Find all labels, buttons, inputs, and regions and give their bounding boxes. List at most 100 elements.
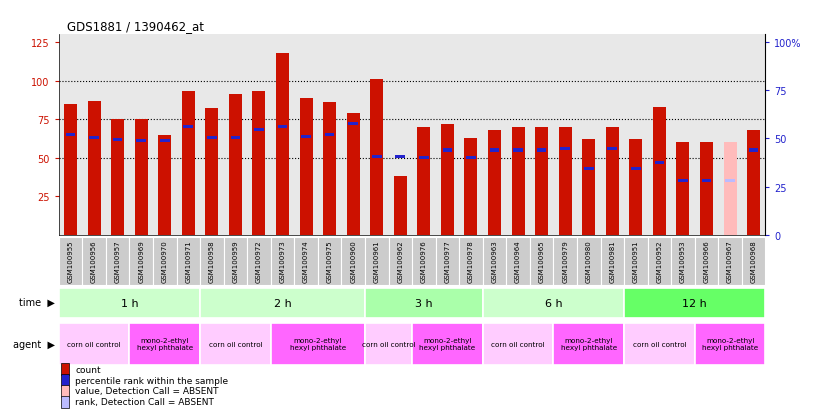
Text: GSM100973: GSM100973 (280, 240, 286, 282)
Bar (82, 237, 106, 285)
Bar (442, 149, 452, 152)
Text: mono-2-ethyl
hexyl phthalate: mono-2-ethyl hexyl phthalate (136, 337, 193, 350)
Bar (718, 237, 742, 285)
Bar (466, 157, 476, 160)
Bar (624, 323, 694, 365)
Text: rank, Detection Call = ABSENT: rank, Detection Call = ABSENT (75, 397, 214, 406)
Text: GSM100958: GSM100958 (209, 240, 215, 282)
Bar (749, 149, 759, 152)
Bar (341, 237, 365, 285)
Text: GSM100951: GSM100951 (633, 240, 639, 282)
Bar (87, 101, 100, 235)
Text: 3 h: 3 h (415, 298, 432, 308)
Text: GSM100962: GSM100962 (397, 240, 403, 282)
Bar (702, 180, 712, 183)
Bar (417, 128, 430, 235)
Bar (513, 149, 523, 152)
Text: GSM100963: GSM100963 (491, 240, 498, 282)
Bar (206, 109, 219, 235)
Text: GSM100977: GSM100977 (445, 240, 450, 282)
Bar (61, 385, 69, 397)
Bar (648, 237, 672, 285)
Bar (694, 237, 718, 285)
Bar (106, 237, 130, 285)
Bar (483, 237, 506, 285)
Bar (318, 237, 341, 285)
Text: GSM100971: GSM100971 (185, 240, 191, 282)
Bar (347, 114, 360, 235)
Bar (158, 135, 171, 235)
Bar (694, 323, 765, 365)
Bar (200, 237, 224, 285)
Bar (65, 134, 75, 137)
Text: GSM100959: GSM100959 (233, 240, 238, 282)
Bar (561, 147, 570, 151)
Bar (160, 140, 170, 143)
Bar (325, 134, 335, 137)
Bar (530, 237, 553, 285)
Bar (61, 396, 69, 408)
Text: GSM100979: GSM100979 (562, 240, 568, 282)
Bar (200, 323, 271, 365)
Bar (742, 237, 765, 285)
Bar (59, 289, 200, 318)
Text: corn oil control: corn oil control (67, 341, 121, 347)
Bar (252, 92, 265, 235)
Text: GSM100969: GSM100969 (138, 240, 144, 282)
Bar (725, 180, 735, 183)
Text: time  ▶: time ▶ (19, 297, 55, 307)
Bar (372, 155, 382, 158)
Bar (678, 180, 688, 183)
Bar (61, 363, 69, 375)
Bar (200, 289, 365, 318)
Bar (301, 135, 311, 138)
Bar (176, 237, 200, 285)
Text: GSM100974: GSM100974 (303, 240, 309, 282)
Bar (553, 323, 624, 365)
Bar (231, 137, 240, 140)
Bar (672, 237, 694, 285)
Text: GSM100975: GSM100975 (326, 240, 333, 282)
Bar (483, 323, 553, 365)
Bar (724, 143, 737, 235)
Text: corn oil control: corn oil control (209, 341, 262, 347)
Bar (130, 323, 200, 365)
Text: GSM100964: GSM100964 (515, 240, 521, 282)
Bar (271, 323, 365, 365)
Bar (412, 323, 483, 365)
Bar (535, 128, 548, 235)
Bar (653, 107, 666, 235)
Bar (136, 140, 146, 143)
Bar (153, 237, 176, 285)
Bar (559, 128, 572, 235)
Text: agent  ▶: agent ▶ (13, 339, 55, 349)
Text: GSM100968: GSM100968 (751, 240, 756, 282)
Text: GSM100966: GSM100966 (703, 240, 710, 282)
Bar (388, 237, 412, 285)
Text: GSM100981: GSM100981 (610, 240, 615, 282)
Text: mono-2-ethyl
hexyl phthalate: mono-2-ethyl hexyl phthalate (561, 337, 617, 350)
Text: 6 h: 6 h (544, 298, 562, 308)
Text: GSM100972: GSM100972 (256, 240, 262, 282)
Bar (464, 138, 477, 235)
Text: GSM100960: GSM100960 (350, 240, 357, 282)
Bar (348, 123, 358, 126)
Text: GSM100961: GSM100961 (374, 240, 379, 282)
Bar (365, 323, 412, 365)
Bar (323, 103, 336, 235)
Bar (419, 157, 428, 160)
Bar (537, 149, 547, 152)
Text: 1 h: 1 h (121, 298, 138, 308)
Bar (184, 126, 193, 129)
Bar (412, 237, 436, 285)
Bar (59, 237, 82, 285)
Bar (490, 149, 499, 152)
Bar (113, 138, 122, 141)
Bar (747, 131, 761, 235)
Text: mono-2-ethyl
hexyl phthalate: mono-2-ethyl hexyl phthalate (290, 337, 346, 350)
Text: GSM100980: GSM100980 (586, 240, 592, 282)
Bar (365, 289, 483, 318)
Bar (59, 323, 130, 365)
Bar (512, 128, 525, 235)
Text: corn oil control: corn oil control (632, 341, 686, 347)
